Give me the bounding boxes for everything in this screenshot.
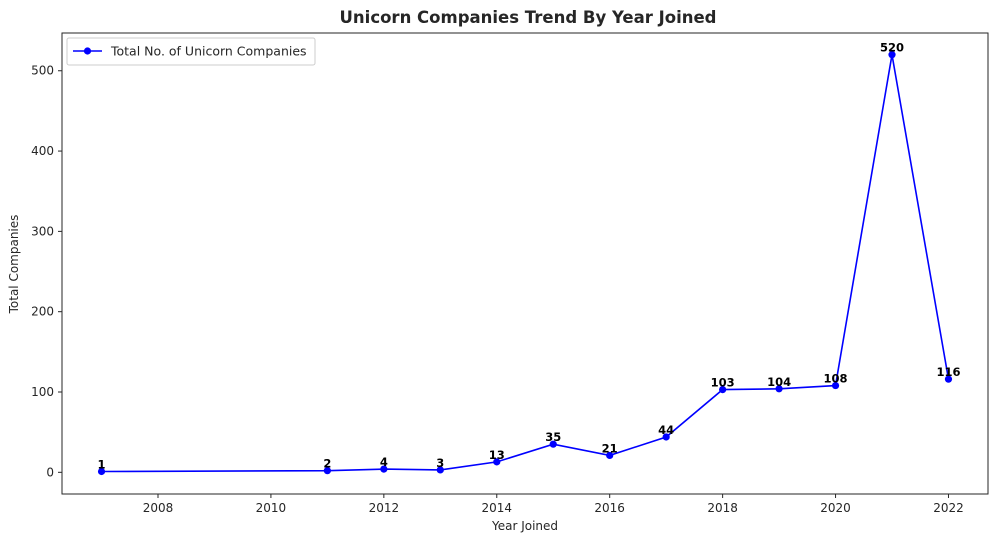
x-tick-label: 2012 [369,501,400,515]
y-tick-label: 400 [31,144,54,158]
y-tick-label: 0 [46,465,54,479]
y-tick-label: 100 [31,385,54,399]
legend-box [66,37,316,66]
data-labels: 1 2 4 3 13 35 21 44 103 104 108 520 116 [98,41,961,472]
data-label: 520 [880,41,904,55]
data-point [719,385,727,394]
x-tick-label: 2022 [933,501,964,515]
data-label: 44 [658,423,674,437]
legend-entry-label: Total No. of Unicorn Companies [110,44,307,59]
x-tick-label: 2010 [256,501,287,515]
data-point [380,465,388,473]
data-label: 35 [545,430,561,444]
data-label: 116 [936,365,960,379]
data-point [775,385,783,393]
y-axis: 0 100 200 300 400 500 [31,64,62,479]
x-tick-label: 2008 [143,501,174,515]
y-axis-label: Total Companies [7,215,21,315]
x-axis-label: Year Joined [491,519,558,533]
x-tick-label: 2020 [820,501,851,515]
y-tick-label: 200 [31,305,54,319]
x-tick-label: 2018 [707,501,738,515]
legend: Total No. of Unicorn Companies [66,37,316,66]
data-point [436,466,444,474]
data-label: 3 [436,456,444,470]
plot-area [61,32,989,495]
data-label: 104 [767,375,791,389]
data-point [606,451,614,460]
data-label: 21 [602,441,618,455]
data-label: 108 [824,372,848,386]
data-point [888,51,896,59]
data-label: 13 [489,448,505,462]
legend-marker-swatch [83,47,92,55]
series-markers [97,51,953,476]
data-point [493,458,501,466]
chart-title: Unicorn Companies Trend By Year Joined [340,8,717,27]
y-tick-label: 500 [31,64,54,78]
data-point [662,433,670,441]
data-point [549,440,557,448]
data-point [944,375,953,383]
data-point [97,467,106,476]
data-label: 1 [98,458,106,472]
y-tick-label: 300 [31,224,54,238]
data-label: 4 [380,455,388,469]
data-point [323,467,331,475]
x-tick-label: 2014 [481,501,512,515]
data-point [831,381,840,390]
x-tick-label: 2016 [594,501,625,515]
data-label: 2 [323,457,331,471]
data-label: 103 [711,376,735,390]
x-axis: 2008 2010 2012 2014 2016 2018 2020 2022 [143,494,964,515]
